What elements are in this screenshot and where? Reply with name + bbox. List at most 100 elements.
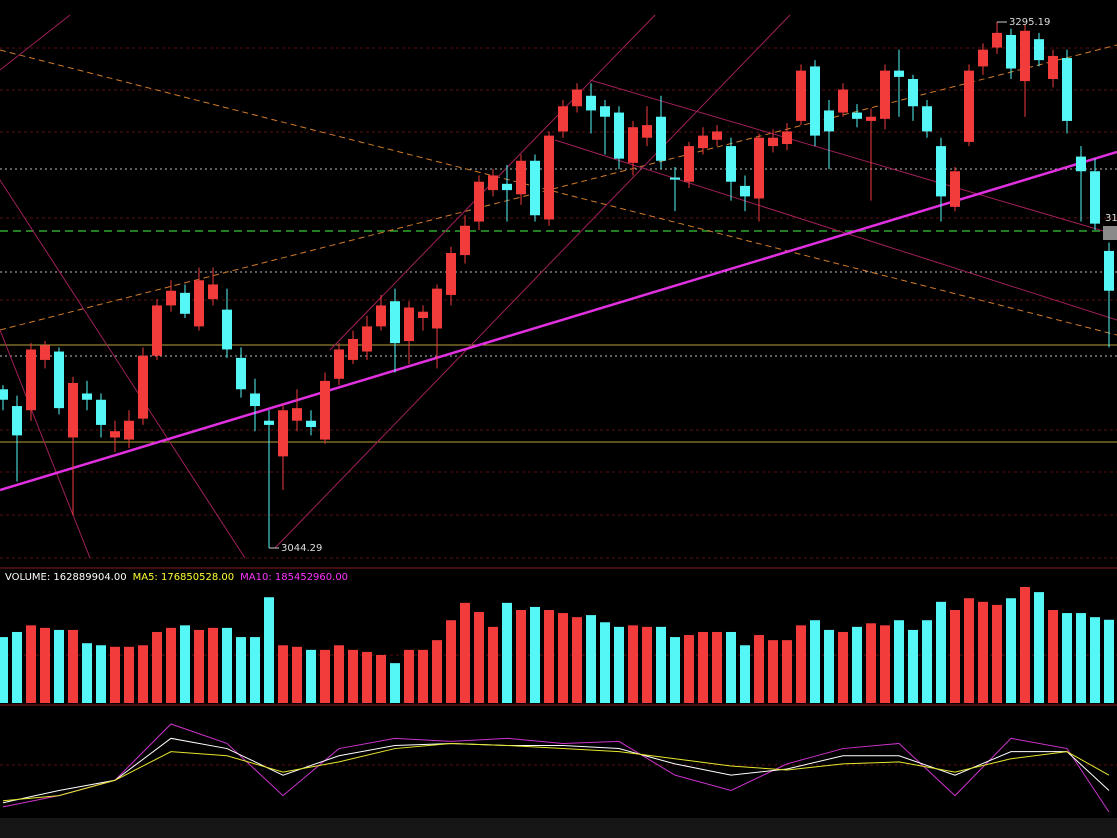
candle-body (194, 280, 204, 327)
volume-bar (628, 625, 638, 703)
volume-bar (670, 637, 680, 703)
candle-body (754, 137, 764, 199)
volume-bar (40, 627, 50, 703)
volume-bar (26, 625, 36, 703)
candle-body (684, 146, 694, 182)
volume-bar (278, 645, 288, 703)
candle-body (642, 125, 652, 138)
volume-bar (292, 646, 302, 703)
candle-body (12, 406, 22, 436)
candle-body (1006, 34, 1016, 69)
volume-bar (516, 609, 526, 703)
volume-bar (922, 620, 932, 703)
candle-body (866, 116, 876, 121)
candle-body (698, 135, 708, 149)
candle-body (1076, 156, 1086, 172)
volume-bar (1104, 619, 1114, 703)
volume-bar (1034, 592, 1044, 703)
candle-body (726, 146, 736, 182)
candle-body (768, 137, 778, 147)
candle-body (320, 380, 330, 440)
candle-body (516, 160, 526, 195)
price-tag: 31 (1105, 213, 1117, 224)
volume-bar (782, 640, 792, 703)
candle-body (96, 399, 106, 425)
volume-bar (110, 646, 120, 703)
volume-bar (12, 631, 22, 703)
volume-bar (656, 626, 666, 703)
candle-body (432, 288, 442, 329)
candle-body (348, 338, 358, 360)
volume-bar (852, 626, 862, 703)
volume-bar (124, 646, 134, 703)
volume-bar (838, 631, 848, 703)
volume-bar (992, 604, 1002, 703)
volume-bar (544, 609, 554, 703)
volume-bar (250, 637, 260, 703)
volume-bar (446, 620, 456, 703)
candle-body (124, 420, 134, 440)
candle-body (264, 420, 274, 425)
candle-body (138, 355, 148, 419)
candle-body (894, 70, 904, 77)
volume-bar (390, 663, 400, 703)
volume-bar (68, 629, 78, 703)
candle-body (1104, 250, 1114, 291)
volume-bar (166, 627, 176, 703)
volume-bar (306, 649, 316, 703)
candle-body (82, 393, 92, 400)
candle-body (236, 357, 246, 390)
volume-bar (824, 629, 834, 703)
volume-bar (698, 631, 708, 703)
volume-bar (432, 640, 442, 703)
volume-bar (208, 627, 218, 703)
volume-bar (936, 601, 946, 703)
volume-bar (712, 631, 722, 703)
volume-bar (194, 629, 204, 703)
volume-bar (726, 631, 736, 703)
volume-bar (1006, 598, 1016, 703)
candle-body (166, 290, 176, 306)
candle-body (852, 112, 862, 119)
candle-body (1090, 171, 1100, 224)
candle-body (1048, 55, 1058, 80)
oscillator-line (2, 723, 1110, 813)
candle-body (110, 431, 120, 438)
candle-body (222, 309, 232, 350)
volume-legend: MA10: 185452960.00 (240, 572, 348, 583)
candle-body (558, 106, 568, 132)
low-annotation: 3044.29 (281, 543, 322, 554)
candle-body (404, 307, 414, 342)
volume-bar (642, 626, 652, 703)
volume-bar (348, 649, 358, 703)
candle-body (40, 345, 50, 360)
candle-body (712, 131, 722, 140)
volume-bar (488, 626, 498, 703)
candle-body (250, 393, 260, 407)
volume-bar (1048, 609, 1058, 703)
candle-body (600, 106, 610, 117)
candle-body (656, 116, 666, 161)
volume-bar (964, 598, 974, 703)
candle-body (824, 110, 834, 132)
candle-body (544, 135, 554, 220)
volume-bar (810, 620, 820, 703)
volume-bar (222, 627, 232, 703)
volume-bar (96, 645, 106, 703)
volume-bar (614, 626, 624, 703)
high-annotation: 3295.19 (1009, 17, 1050, 28)
candle-body (292, 408, 302, 421)
candle-body (628, 127, 638, 163)
volume-bar (572, 617, 582, 703)
candle-body (68, 382, 78, 438)
candle-body (460, 225, 470, 256)
volume-bar (502, 602, 512, 703)
candle-body (908, 79, 918, 107)
candle-body (670, 177, 680, 180)
volume-bar (1090, 617, 1100, 703)
candle-body (838, 89, 848, 113)
volume-bar (796, 625, 806, 703)
volume-bar (180, 625, 190, 703)
candle-body (782, 131, 792, 144)
volume-bar (460, 602, 470, 703)
